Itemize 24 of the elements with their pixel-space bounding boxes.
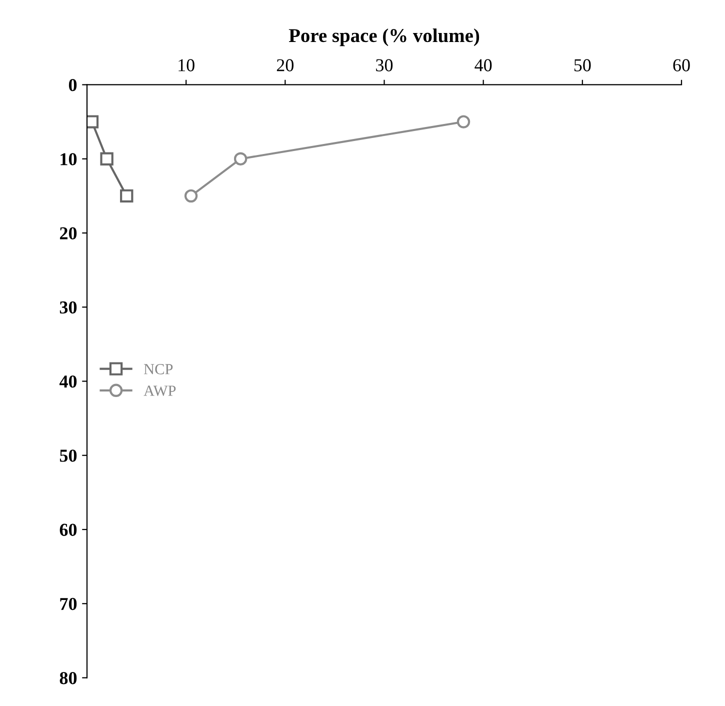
y-tick-label: 30 — [60, 301, 77, 314]
point — [100, 152, 114, 166]
y-tick-label: 20 — [60, 227, 77, 240]
x-axis-title: Pore space (% volume) — [288, 28, 480, 46]
y-tick-label: 80 — [60, 672, 77, 684]
y-tick-label: 10 — [60, 153, 77, 166]
y-tick-label: 70 — [60, 598, 77, 610]
legend-label: NCP — [144, 364, 173, 374]
x-tick-label: 60 — [673, 59, 690, 72]
y-tick-label: 40 — [59, 376, 77, 388]
y-tick-label: 0 — [68, 78, 77, 92]
x-tick-label: 30 — [376, 59, 393, 72]
point — [184, 189, 198, 203]
x-tick-label: 40 — [474, 59, 492, 72]
point — [234, 152, 248, 166]
x-tick-label: 20 — [276, 59, 294, 72]
point — [456, 115, 470, 128]
y-tick-label: 60 — [60, 524, 77, 536]
legend-label: AWP — [144, 386, 176, 396]
point — [87, 115, 99, 128]
x-tick-label: 10 — [178, 59, 194, 72]
point — [120, 189, 134, 203]
y-tick-label: 50 — [60, 450, 77, 462]
x-tick-label: 50 — [574, 59, 591, 72]
